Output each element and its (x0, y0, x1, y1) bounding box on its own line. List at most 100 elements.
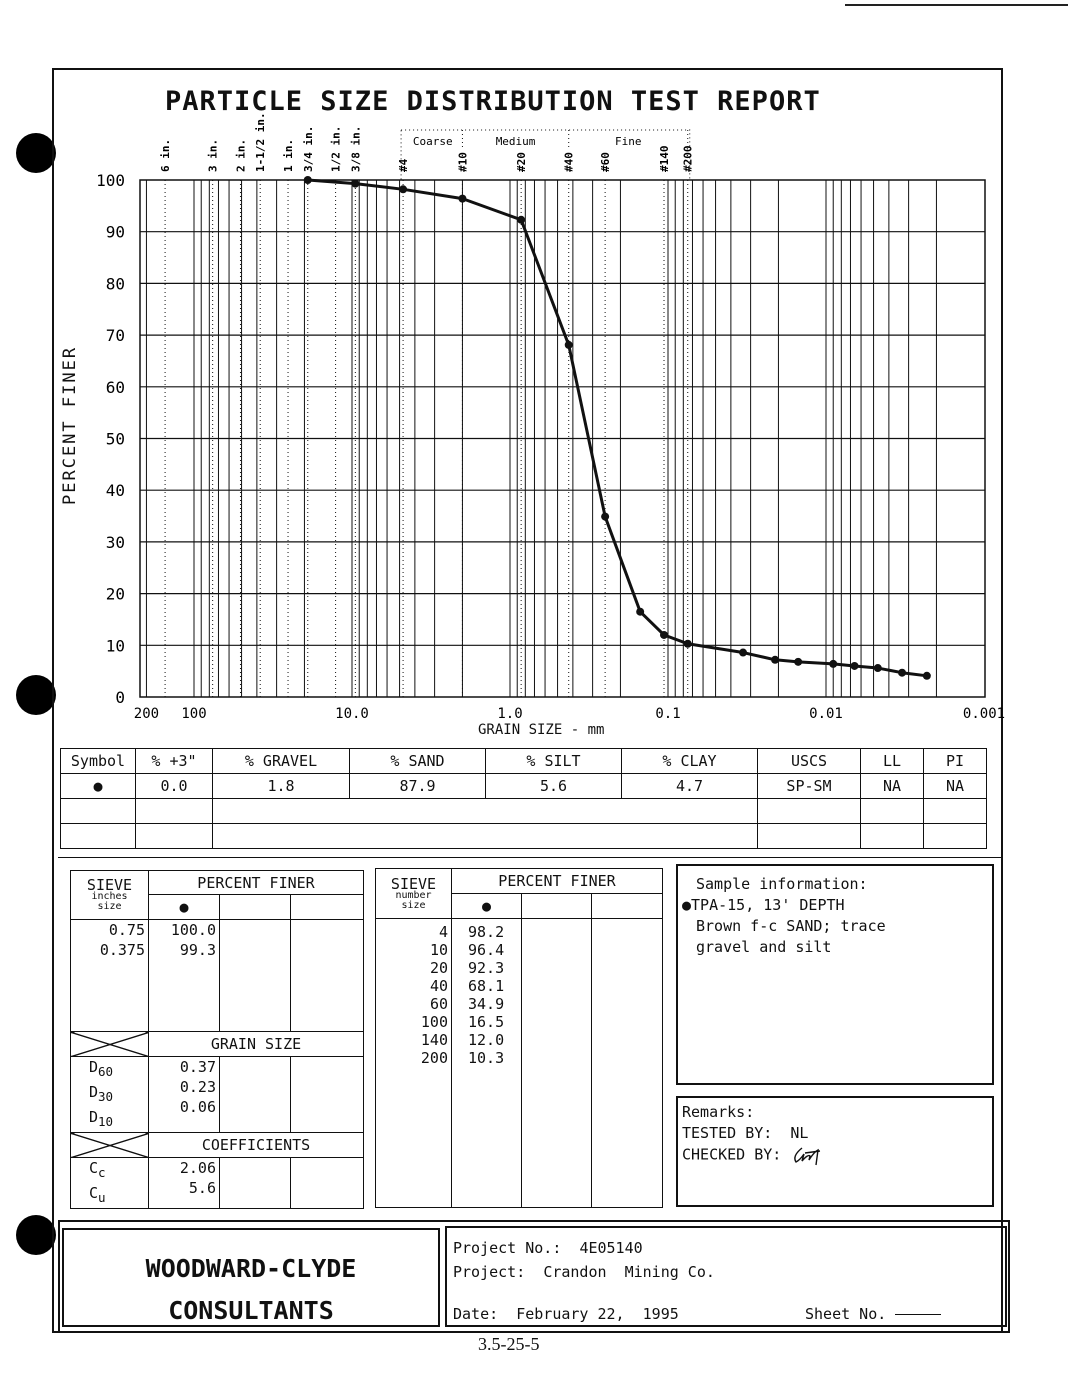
y-tick-label: 90 (106, 223, 125, 242)
cu-label: C (89, 1184, 99, 1202)
sample-description: Brown f-c SAND; trace (696, 917, 886, 935)
y-tick-label: 10 (106, 636, 125, 655)
sieve-label: #60 (599, 152, 612, 172)
data-point (517, 215, 526, 224)
data-point (829, 659, 838, 668)
page-id: 3.5-25-5 (478, 1334, 540, 1354)
x-tick-label: 0.1 (655, 706, 680, 722)
data-point (458, 194, 467, 203)
project-name: Crandon Mining Co. (543, 1263, 715, 1281)
percent-values: 98.2 96.4 92.3 68.1 34.9 16.5 12.0 10.3 (451, 918, 522, 1208)
company-logo: WOODWARD-CLYDE CONSULTANTS (62, 1228, 440, 1327)
d-values: 0.37 0.23 0.06 (148, 1056, 220, 1133)
d60-sub: 60 (98, 1064, 114, 1079)
summary-empty-row (60, 798, 987, 824)
cu-sub: u (98, 1190, 106, 1205)
plus3-cell: 0.0 (135, 773, 213, 799)
sieve-label: 1 in. (282, 139, 295, 172)
sieve-label: 3 in. (207, 139, 220, 172)
sieve-label: #10 (456, 152, 469, 172)
percent-finer-header: PERCENT FINER (451, 868, 663, 894)
d10-label: D (89, 1108, 99, 1126)
data-point (683, 639, 692, 648)
tested-by: NL (790, 1124, 809, 1142)
divider (58, 857, 1003, 858)
sand-zone-label: Medium (496, 135, 536, 148)
tested-by-label: TESTED BY: (682, 1124, 773, 1142)
data-point (850, 661, 859, 670)
binder-hole (16, 133, 56, 173)
remarks-heading: Remarks: (682, 1103, 755, 1121)
header-ll: LL (860, 748, 924, 774)
y-tick-label: 40 (106, 481, 125, 500)
data-point (873, 664, 882, 673)
silt-cell: 5.6 (485, 773, 622, 799)
sieve-sub2: size (401, 899, 426, 911)
header-pi: PI (923, 748, 987, 774)
header-clay: % CLAY (621, 748, 758, 774)
uscs-cell: SP-SM (757, 773, 861, 799)
footer (58, 1220, 1010, 1333)
sample-id: TPA-15, 13' DEPTH (691, 896, 845, 914)
sample-information: Sample information: ●TPA-15, 13' DEPTH B… (676, 864, 994, 1085)
sand-zone-box (400, 129, 691, 181)
data-point (636, 607, 645, 616)
sheet-label: Sheet No. (805, 1305, 887, 1323)
header-gravel: % GRAVEL (212, 748, 350, 774)
date: February 22, 1995 (516, 1305, 679, 1323)
summary-empty-row (60, 823, 987, 849)
gravel-cell: 1.8 (212, 773, 350, 799)
company-name-1: WOODWARD-CLYDE (145, 1254, 357, 1283)
sand-zone-label: Coarse (413, 135, 453, 148)
percent-finer-header: PERCENT FINER (148, 870, 364, 895)
x-axis-label: GRAIN SIZE - mm (478, 722, 605, 738)
data-point (922, 671, 931, 680)
x-tick-label: 0.01 (809, 706, 843, 722)
data-point (771, 655, 780, 664)
y-tick-label: 80 (106, 274, 125, 293)
data-point (739, 648, 748, 657)
symbol-cell: ● (60, 773, 136, 799)
sieve-sizes: 0.75 0.375 (70, 919, 149, 1032)
project-no: 4E05140 (579, 1239, 643, 1257)
report-title: PARTICLE SIZE DISTRIBUTION TEST REPORT (165, 86, 821, 117)
sieve-inches-table: SIEVE inches size PERCENT FINER ● 0.75 0.3… (70, 870, 364, 1209)
header-symbol: Symbol (60, 748, 136, 774)
header-sand: % SAND (349, 748, 486, 774)
data-point (898, 668, 907, 677)
binder-hole (16, 1215, 56, 1255)
x-tick-label: 100 (181, 706, 206, 722)
sieve-header: SIEVE (390, 874, 437, 893)
sample-symbol: ● (682, 896, 692, 914)
ll-cell: NA (860, 773, 924, 799)
sieve-label: 1/2 in. (330, 126, 343, 172)
d60-label: D (89, 1058, 99, 1076)
sieve-label: #40 (563, 152, 576, 172)
d30-sub: 30 (98, 1089, 114, 1104)
symbol-header: ● (451, 893, 522, 919)
y-tick-label: 30 (106, 533, 125, 552)
data-point (303, 176, 312, 184)
cc-label: C (89, 1159, 99, 1177)
y-tick-label: 0 (115, 688, 125, 707)
data-point (601, 512, 610, 521)
x-tick-label: 200 (134, 706, 159, 722)
data-point (399, 185, 408, 194)
coefficients-header: COEFFICIENTS (148, 1132, 364, 1158)
header-plus3: % +3" (135, 748, 213, 774)
sample-description-2: gravel and silt (696, 938, 832, 956)
data-point (564, 340, 573, 349)
scan-edge (845, 4, 1068, 6)
sand-cell: 87.9 (349, 773, 486, 799)
percent-values: 100.0 99.3 (148, 919, 220, 1032)
x-tick-label: 1.0 (497, 706, 522, 722)
pi-cell: NA (923, 773, 987, 799)
checked-by-label: CHECKED BY: (682, 1145, 782, 1164)
company-name-2: CONSULTANTS (168, 1296, 334, 1325)
d10-sub: 10 (98, 1114, 114, 1129)
remarks-box: Remarks: TESTED BY: NL CHECKED BY: (676, 1096, 994, 1207)
sand-zone-label: Fine (615, 135, 642, 148)
symbol-header: ● (148, 894, 220, 920)
header-uscs: USCS (757, 748, 861, 774)
d-labels: D60 D30 D10 (70, 1056, 149, 1133)
